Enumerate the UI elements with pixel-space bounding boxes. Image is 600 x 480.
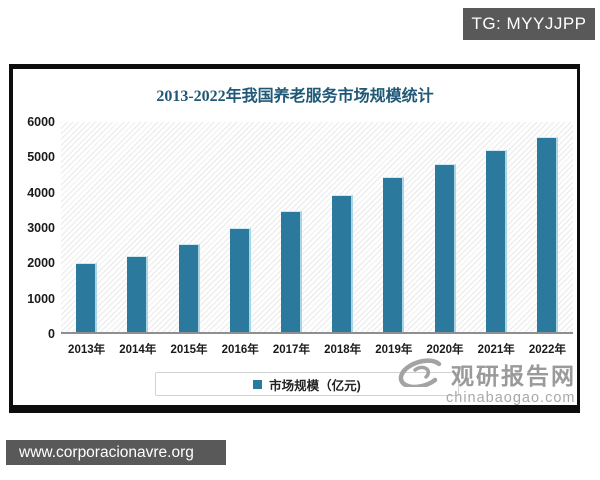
legend-box: 市场规模（亿元): [155, 372, 459, 396]
bar-slot: [368, 122, 419, 332]
bar-slot: [471, 122, 522, 332]
x-tick-label: 2020年: [426, 344, 464, 356]
bar-slot: [419, 122, 470, 332]
x-tick-label: 2022年: [528, 344, 566, 356]
y-tick-label: 4000: [27, 185, 55, 200]
x-tick-label: 2018年: [324, 344, 362, 356]
bar-slot: [163, 122, 214, 332]
bar: [383, 176, 405, 332]
bar: [332, 194, 354, 332]
bar: [127, 256, 149, 332]
x-tick-label: 2019年: [375, 344, 413, 356]
bar: [229, 227, 251, 332]
bar: [280, 210, 302, 332]
bar: [178, 243, 200, 332]
bar-slot: [215, 122, 266, 332]
y-tick-label: 1000: [27, 291, 55, 306]
bar: [434, 164, 456, 332]
bar-slot: [266, 122, 317, 332]
x-tick-label: 2014年: [119, 344, 157, 356]
bar-slot: [522, 122, 573, 332]
watermark-name: 观研报告网: [451, 362, 576, 389]
y-tick-label: 2000: [27, 256, 55, 271]
bar-slot: [317, 122, 368, 332]
x-tick-label: 2016年: [221, 344, 259, 356]
bar: [536, 136, 558, 332]
legend-marker-icon: [253, 379, 263, 389]
y-tick-label: 5000: [27, 150, 55, 165]
legend-label: 市场规模（亿元): [269, 378, 361, 393]
plot-area: [61, 122, 573, 334]
x-tick-label: 2021年: [477, 344, 515, 356]
bar-slot: [61, 122, 112, 332]
bar: [76, 263, 98, 332]
x-axis: 2013年 2014年 2015年 2016年 2017年 2018年 2019年 2020年…: [61, 341, 573, 357]
url-bar: www.corporacionavre.org: [6, 440, 226, 465]
y-axis: 6000 5000 4000 3000 2000 1000 0: [13, 115, 55, 341]
chart-panel-inner: 2013-2022年我国养老服务市场规模统计 6000 5000 4000 3000 2…: [13, 69, 577, 406]
bar-slot: [112, 122, 163, 332]
x-tick-label: 2015年: [170, 344, 208, 356]
x-tick-label: 2017年: [272, 344, 310, 356]
chart-panel: 2013-2022年我国养老服务市场规模统计 6000 5000 4000 3000 2…: [9, 64, 580, 413]
x-tick-label: 2013年: [68, 344, 106, 356]
y-tick-label: 0: [48, 327, 55, 341]
y-tick-label: 6000: [27, 115, 55, 129]
chart-title: 2013-2022年我国养老服务市场规模统计: [156, 88, 434, 105]
bar: [485, 150, 507, 332]
tg-badge: TG: MYYJJPP: [463, 8, 595, 40]
y-tick-label: 3000: [27, 221, 55, 235]
